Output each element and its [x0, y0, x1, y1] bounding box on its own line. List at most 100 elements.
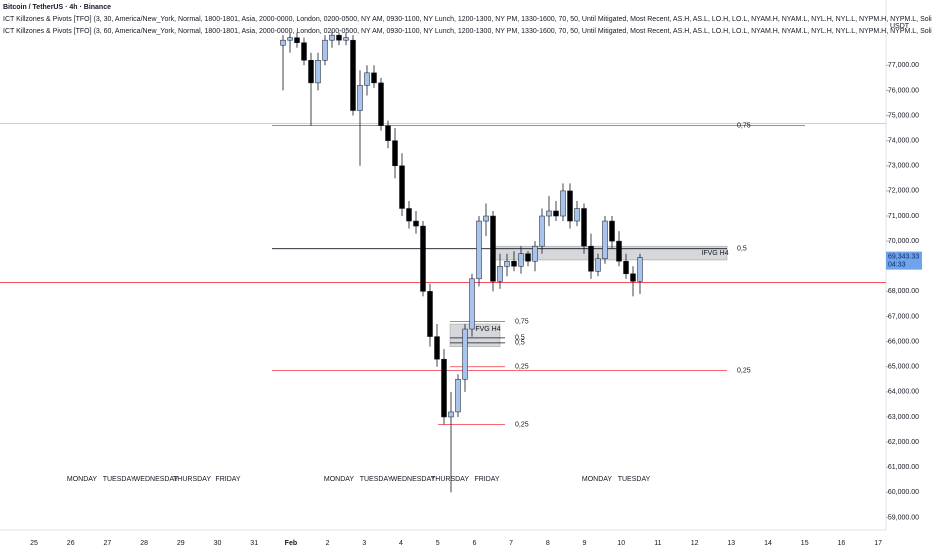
weekday-label: TUESDAY: [103, 476, 136, 483]
y-tick-label: 59,000.00: [888, 514, 919, 521]
candle-body: [546, 210, 552, 217]
candle-body: [497, 266, 503, 282]
candle-body: [623, 260, 629, 275]
candle-body: [427, 291, 433, 337]
x-tick-label: 13: [727, 540, 735, 547]
candle-body: [490, 215, 496, 282]
x-tick-label: 9: [583, 540, 587, 547]
candle-body: [511, 260, 517, 267]
candle-body: [476, 220, 482, 280]
candle-body: [455, 379, 461, 413]
candle-body: [595, 258, 601, 272]
x-tick-label: 2: [326, 540, 330, 547]
candle-body: [581, 208, 587, 247]
x-tick-label: 3: [362, 540, 366, 547]
candle-body: [378, 82, 384, 126]
candle-body: [434, 336, 440, 360]
x-tick-label: 5: [436, 540, 440, 547]
candle-body: [301, 42, 307, 61]
x-tick-label: 26: [67, 540, 75, 547]
candle-body: [294, 37, 300, 43]
x-tick-label: 16: [838, 540, 846, 547]
weekday-label: MONDAY: [582, 476, 613, 483]
candle-body: [364, 72, 370, 86]
last-price-box: [886, 251, 922, 270]
weekday-label: TUESDAY: [360, 476, 393, 483]
x-tick-label: 28: [140, 540, 148, 547]
level-label: 0,75: [515, 318, 529, 325]
level-label: 0,5: [515, 340, 525, 347]
x-tick-label: 10: [617, 540, 625, 547]
level-label: 0,25: [515, 364, 529, 371]
x-tick-label: 30: [214, 540, 222, 547]
candle-body: [336, 34, 342, 41]
x-tick-label: 4: [399, 540, 403, 547]
candle-body: [539, 215, 545, 247]
weekday-label: WEDNESDAY: [134, 476, 179, 483]
x-tick-label: 29: [177, 540, 185, 547]
y-tick-label: 63,000.00: [888, 414, 919, 421]
candle-body: [553, 210, 559, 217]
x-tick-label: 11: [654, 540, 661, 547]
weekday-label: THURSDAY: [431, 476, 469, 483]
weekday-label: FRIDAY: [215, 476, 240, 483]
candle-body: [483, 215, 489, 222]
x-tick-label: 31: [250, 540, 258, 547]
x-tick-label: 12: [691, 540, 699, 547]
candle-body: [518, 253, 524, 267]
header-line: ICT Killzones & Pivots [TFO] (3, 60, Ame…: [3, 28, 932, 35]
zone-label: FVG H4: [475, 326, 500, 333]
candle-body: [567, 190, 573, 222]
candle-body: [602, 220, 608, 259]
y-tick-label: 74,000.00: [888, 138, 919, 145]
y-tick-label: 62,000.00: [888, 439, 919, 446]
level-label: 0,5: [737, 246, 747, 253]
weekday-label: WEDNESDAY: [391, 476, 436, 483]
candle-body: [637, 257, 643, 282]
candle-body: [350, 39, 356, 111]
y-tick-label: 73,000.00: [888, 163, 919, 170]
candle-body: [609, 220, 615, 242]
currency: USDT: [890, 23, 910, 30]
y-tick-label: 67,000.00: [888, 313, 919, 320]
candle-body: [399, 165, 405, 209]
weekday-label: MONDAY: [324, 476, 355, 483]
candle-body: [413, 220, 419, 227]
candle-body: [287, 37, 293, 41]
candle-body: [469, 278, 475, 330]
candle-body: [574, 208, 580, 222]
candle-body: [630, 273, 636, 282]
weekday-label: MONDAY: [67, 476, 98, 483]
x-tick-label: 25: [30, 540, 38, 547]
y-tick-label: 65,000.00: [888, 364, 919, 371]
x-tick-label: Feb: [285, 540, 297, 547]
y-tick-label: 71,000.00: [888, 213, 919, 220]
level-label: 0,75: [737, 122, 751, 129]
y-tick-label: 66,000.00: [888, 338, 919, 345]
zone-label: IFVG H4: [701, 250, 728, 257]
candle-body: [448, 411, 454, 418]
candle-body: [406, 208, 412, 222]
candle-body: [504, 260, 510, 267]
countdown-label: 04:33: [888, 261, 906, 268]
y-tick-label: 61,000.00: [888, 464, 919, 471]
last-price-label: 69,343.33: [888, 253, 919, 260]
candle-body: [329, 34, 335, 41]
candle-body: [441, 358, 447, 418]
candle-body: [315, 60, 321, 84]
level-label: 0,25: [737, 367, 751, 374]
candle-body: [525, 253, 531, 262]
level-label: 0,25: [515, 421, 529, 428]
y-tick-label: 70,000.00: [888, 238, 919, 245]
y-tick-label: 76,000.00: [888, 87, 919, 94]
candle-body: [357, 85, 363, 111]
candle-body: [588, 245, 594, 272]
x-tick-label: 17: [874, 540, 882, 547]
candle-body: [392, 140, 398, 167]
candle-body: [322, 39, 328, 61]
header-line: Bitcoin / TetherUS · 4h · Binance: [3, 4, 111, 11]
y-tick-label: 72,000.00: [888, 188, 919, 195]
candle-body: [308, 60, 314, 84]
